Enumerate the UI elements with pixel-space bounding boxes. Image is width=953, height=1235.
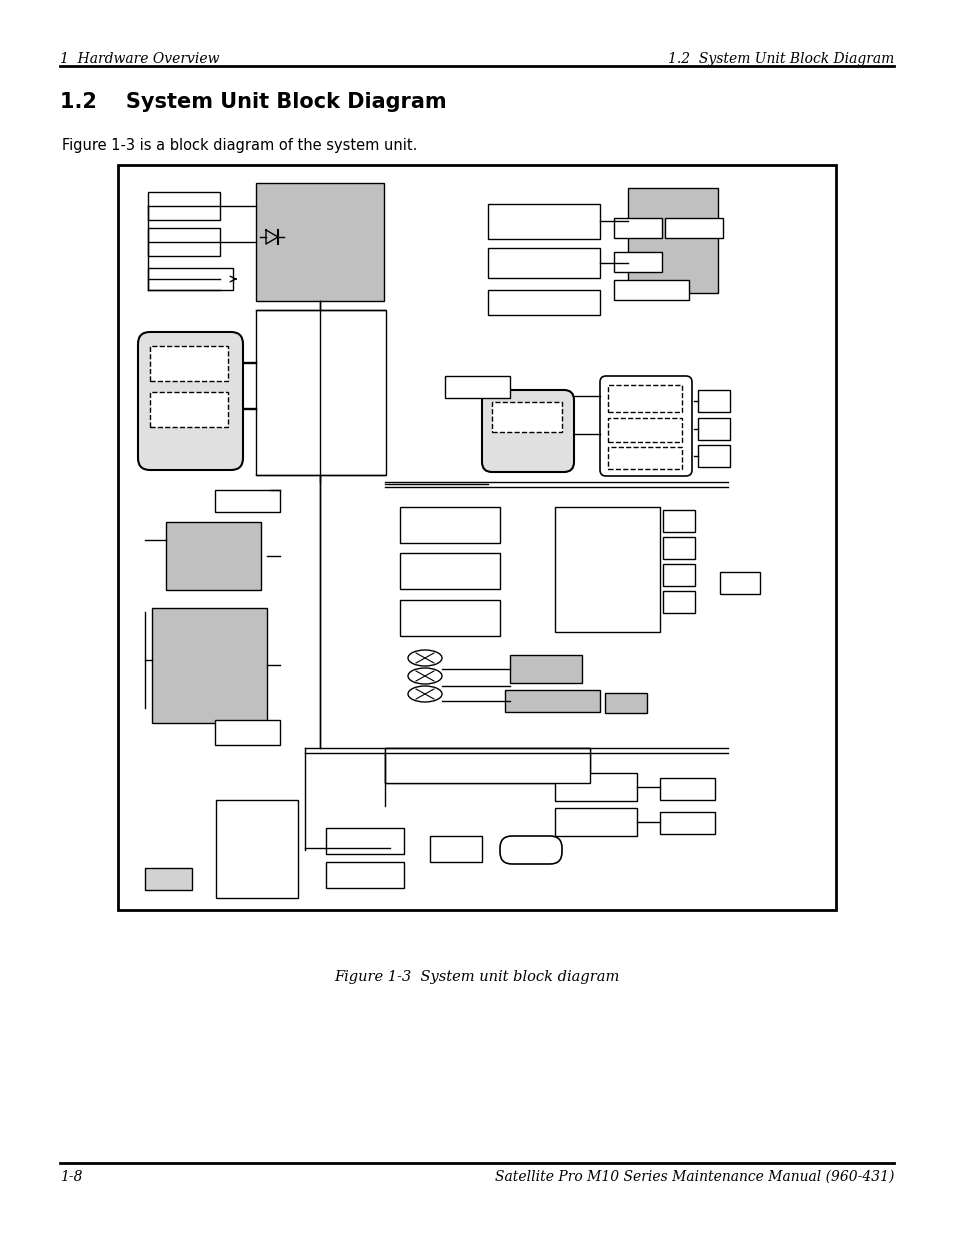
Bar [492,403,561,432]
Bar [555,773,637,802]
Ellipse shape [408,668,441,684]
Text: Figure 1-3 is a block diagram of the system unit.: Figure 1-3 is a block diagram of the sys… [62,138,417,153]
Text: 1.2    System Unit Block Diagram: 1.2 System Unit Block Diagram [60,91,446,112]
Bar [488,290,599,315]
Bar [607,447,681,469]
Bar [504,690,599,713]
Text: Figure 1-3  System unit block diagram: Figure 1-3 System unit block diagram [334,969,619,984]
FancyBboxPatch shape [599,375,691,475]
Bar [659,778,714,800]
Bar [662,537,695,559]
Bar [215,800,297,898]
FancyBboxPatch shape [138,332,243,471]
Bar [664,219,722,238]
Text: Satellite Pro M10 Series Maintenance Manual (960-431): Satellite Pro M10 Series Maintenance Man… [494,1170,893,1184]
Ellipse shape [408,650,441,666]
Bar [698,445,729,467]
Bar [399,508,499,543]
Bar [399,553,499,589]
Bar [720,572,760,594]
Bar [150,391,228,427]
Bar [604,693,646,713]
Bar [627,188,718,293]
Bar [662,564,695,585]
Bar [659,811,714,834]
Bar [614,252,661,272]
Bar [326,862,403,888]
Bar [662,592,695,613]
Bar [555,508,659,632]
Bar [148,228,220,256]
FancyBboxPatch shape [499,836,561,864]
Bar [148,191,220,220]
Bar [662,510,695,532]
Bar [614,280,688,300]
Bar [444,375,510,398]
Bar [555,808,637,836]
Bar [385,748,589,783]
Bar [255,183,384,301]
FancyBboxPatch shape [481,390,574,472]
Bar [698,417,729,440]
Bar [510,655,581,683]
Bar [152,608,267,722]
Bar [214,490,280,513]
Bar [607,385,681,412]
Bar [614,219,661,238]
Bar [385,748,589,783]
Bar [488,204,599,240]
Bar [399,600,499,636]
Bar [166,522,261,590]
Bar [118,165,835,910]
Bar [255,310,386,475]
Ellipse shape [408,685,441,701]
Bar [145,868,192,890]
Text: 1-8: 1-8 [60,1170,82,1184]
Text: 1  Hardware Overview: 1 Hardware Overview [60,52,219,65]
Text: 1.2  System Unit Block Diagram: 1.2 System Unit Block Diagram [667,52,893,65]
Bar [150,346,228,382]
Bar [698,390,729,412]
Bar [488,248,599,278]
Bar [214,720,280,745]
Bar [148,268,233,290]
Bar [607,417,681,442]
Bar [326,827,403,853]
Bar [430,836,481,862]
